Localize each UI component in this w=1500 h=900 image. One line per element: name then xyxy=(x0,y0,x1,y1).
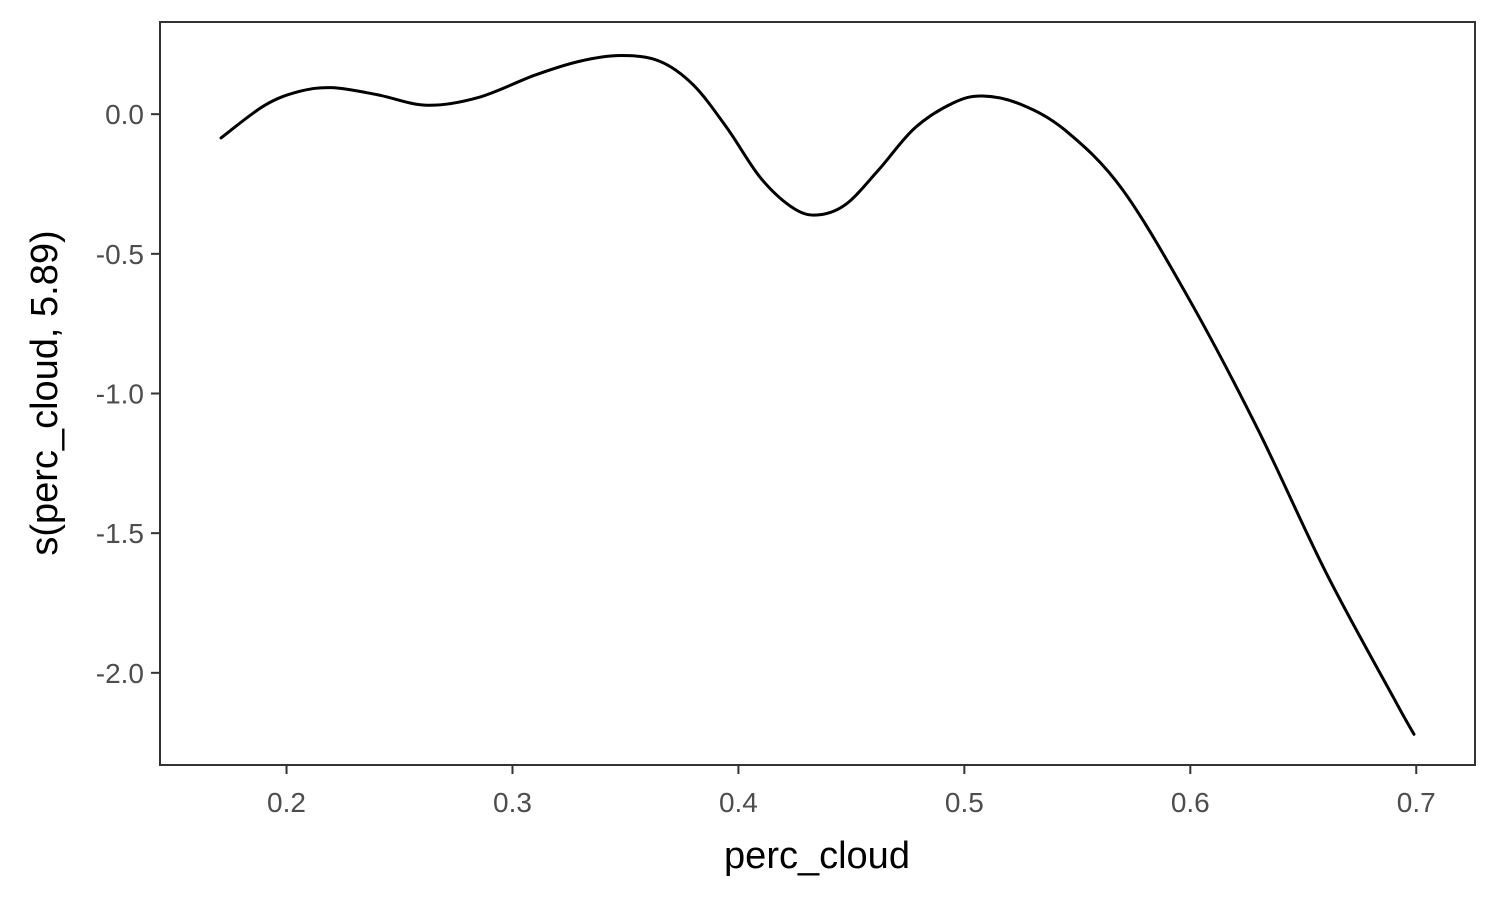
x-axis-title: perc_cloud xyxy=(724,835,910,877)
y-axis-title: s(perc_cloud, 5.89) xyxy=(24,230,66,555)
x-tick-label: 0.7 xyxy=(1397,787,1436,818)
y-tick-label: -2.0 xyxy=(96,658,144,689)
y-axis: 0.0 -0.5 -1.0 -1.5 -2.0 xyxy=(96,99,160,689)
x-tick-label: 0.5 xyxy=(945,787,984,818)
x-axis: 0.2 0.3 0.4 0.5 0.6 0.7 xyxy=(267,765,1436,818)
y-tick-label: 0.0 xyxy=(105,99,144,130)
x-tick-label: 0.2 xyxy=(267,787,306,818)
x-tick-label: 0.4 xyxy=(719,787,758,818)
y-tick-label: -1.5 xyxy=(96,518,144,549)
x-tick-label: 0.6 xyxy=(1171,787,1210,818)
y-tick-label: -1.0 xyxy=(96,379,144,410)
y-tick-label: -0.5 xyxy=(96,239,144,270)
x-tick-label: 0.3 xyxy=(493,787,532,818)
smooth-curve-line xyxy=(219,54,1416,736)
plot-panel xyxy=(159,21,1476,766)
